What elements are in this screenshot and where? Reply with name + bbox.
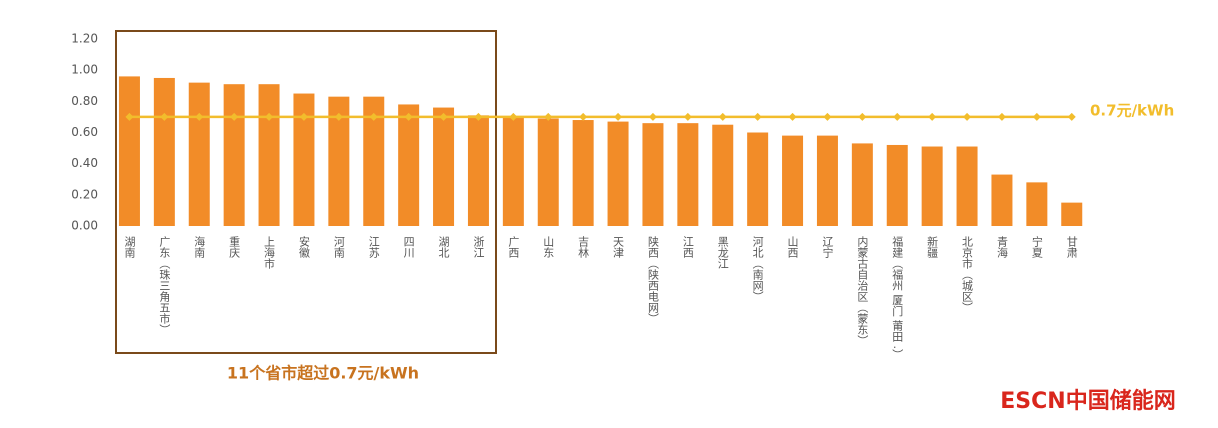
- bar: [607, 121, 629, 226]
- bar: [642, 123, 664, 226]
- reference-marker: [439, 112, 448, 121]
- reference-label: 0.7元/kWh: [1090, 101, 1174, 119]
- x-tick-label: 宁夏: [1030, 235, 1043, 258]
- bar: [223, 84, 245, 226]
- reference-marker: [265, 112, 274, 121]
- annotation: 11个省市超过0.7元/kWh: [227, 364, 419, 383]
- x-tick-label: 河南: [332, 236, 345, 258]
- y-tick-label: 0.00: [71, 219, 98, 233]
- reference-marker: [683, 112, 692, 121]
- bar: [1026, 182, 1048, 226]
- reference-marker: [928, 112, 937, 121]
- bar: [1061, 202, 1083, 226]
- bar: [537, 118, 559, 226]
- reference-marker: [893, 112, 902, 121]
- reference-marker: [823, 112, 832, 121]
- reference-marker: [230, 112, 239, 121]
- bar: [153, 77, 175, 226]
- watermark: ESCN中国储能网: [1000, 388, 1175, 414]
- highlight-box: [115, 30, 497, 354]
- x-tick-label: 甘肃: [1065, 236, 1078, 259]
- x-tick-label: 湖北: [437, 236, 450, 258]
- x-tick-label: 安徽: [297, 235, 310, 259]
- bar: [851, 143, 873, 226]
- bar: [293, 93, 315, 227]
- reference-marker: [334, 112, 343, 121]
- reference-marker: [963, 112, 972, 121]
- reference-marker: [718, 112, 727, 121]
- bar: [328, 96, 350, 227]
- x-tick-label: 江西: [681, 236, 694, 258]
- bar: [188, 82, 210, 226]
- reference-marker: [648, 112, 657, 121]
- bar: [782, 135, 804, 226]
- bar: [118, 76, 140, 227]
- x-tick-label: 山西: [786, 236, 799, 258]
- x-tick-label: 新疆: [926, 235, 939, 258]
- reference-marker: [125, 112, 134, 121]
- x-tick-label: 上海市: [263, 236, 276, 270]
- x-tick-label: 湖南: [123, 236, 136, 258]
- x-tick-label: 四川: [402, 236, 415, 258]
- x-tick-label: 黑龙江: [716, 236, 729, 269]
- bar: [398, 104, 420, 226]
- reference-marker: [160, 112, 169, 121]
- bar: [991, 174, 1013, 226]
- x-tick-label: 江苏: [367, 236, 380, 259]
- x-tick-label: 内蒙古自治区（蒙东）: [856, 235, 869, 346]
- x-tick-label: 广东（珠三角五市）: [158, 236, 171, 335]
- bar: [572, 120, 594, 226]
- x-tick-label: 重庆: [228, 235, 241, 259]
- reference-marker: [1032, 112, 1041, 121]
- x-tick-label: 辽宁: [821, 236, 834, 258]
- x-tick-label: 山东: [542, 236, 555, 258]
- reference-marker: [369, 112, 378, 121]
- bar: [258, 84, 280, 226]
- bar: [502, 116, 524, 226]
- y-tick-label: 0.40: [71, 156, 98, 170]
- x-tick-label: 北京市（城区）: [961, 236, 974, 313]
- y-tick-label: 1.20: [71, 32, 98, 46]
- reference-marker: [474, 112, 483, 121]
- x-tick-label: 河北（南网）: [751, 236, 764, 302]
- reference-marker: [1067, 112, 1076, 121]
- y-tick-label: 1.00: [71, 63, 98, 77]
- reference-marker: [195, 112, 204, 121]
- bar: [677, 123, 699, 226]
- y-tick-label: 0.80: [71, 94, 98, 108]
- x-tick-label: 吉林: [577, 236, 590, 258]
- reference-marker: [544, 112, 553, 121]
- reference-marker: [299, 112, 308, 121]
- reference-marker: [788, 112, 797, 121]
- bar: [886, 144, 908, 226]
- reference-marker: [579, 112, 588, 121]
- reference-marker: [997, 112, 1006, 121]
- x-tick-label: 陕西（陕西电网）: [646, 235, 659, 324]
- bar: [467, 115, 489, 226]
- x-tick-label: 海南: [193, 235, 206, 258]
- bar: [921, 146, 943, 226]
- x-tick-label: 浙江: [472, 236, 485, 258]
- reference-marker: [858, 112, 867, 121]
- x-tick-label: 福建（福州 厦门 莆田 .）: [891, 235, 904, 360]
- reference-marker: [753, 112, 762, 121]
- bar: [433, 107, 455, 226]
- bar: [956, 146, 978, 226]
- reference-marker: [509, 112, 518, 121]
- bar: [363, 96, 385, 227]
- y-tick-label: 0.20: [71, 187, 98, 201]
- x-tick-label: 青海: [995, 236, 1008, 259]
- bar: [712, 124, 734, 226]
- bar: [816, 135, 838, 226]
- bar: [747, 132, 769, 226]
- x-tick-label: 广西: [507, 236, 520, 258]
- y-tick-label: 0.60: [71, 125, 98, 139]
- reference-marker: [614, 112, 623, 121]
- x-tick-label: 天津: [612, 236, 625, 258]
- reference-marker: [404, 112, 413, 121]
